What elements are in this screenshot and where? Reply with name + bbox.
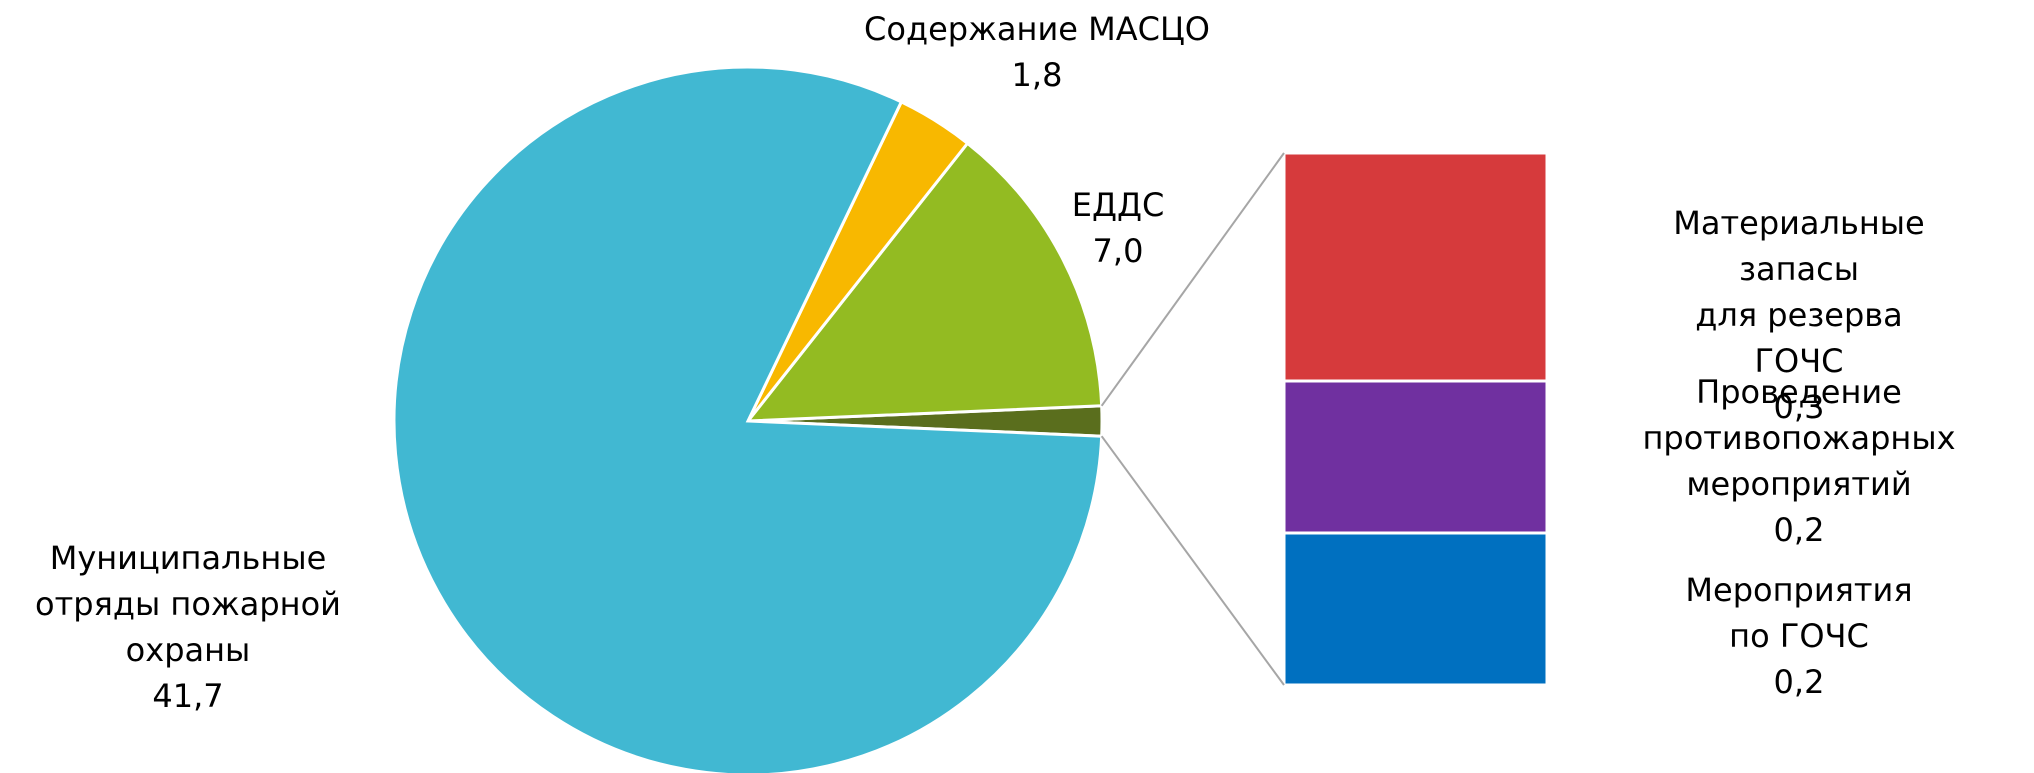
value-label: 0,2: [1773, 511, 1825, 549]
category-label: Материальные запасы для резерва ГОЧС: [1673, 204, 1925, 380]
value-label: 41,7: [152, 677, 224, 715]
connector-line: [1100, 152, 1285, 407]
pie-slice: [744, 141, 1104, 423]
data-label: Материальные запасы для резерва ГОЧС 0,3: [1673, 200, 1924, 430]
data-label: Содержание МАСЦО 1,8: [864, 6, 1210, 98]
data-label: Муниципальные отряды пожарной охраны 41,7: [35, 535, 341, 719]
category-label: Мероприятия по ГОЧС: [1685, 571, 1913, 655]
value-label: 0,2: [1773, 663, 1825, 701]
category-label: ЕДДС: [1071, 186, 1165, 224]
data-label: ЕДДС 7,0: [1072, 182, 1165, 274]
bar-segment: [1282, 151, 1549, 383]
data-label: Проведение противопожарных мероприятий 0,…: [1642, 369, 1955, 553]
category-label: Муниципальные отряды пожарной охраны: [35, 539, 341, 669]
bar-segment: [1282, 531, 1549, 687]
value-label: 1,8: [1011, 56, 1063, 94]
category-label: Проведение противопожарных мероприятий: [1642, 373, 1956, 503]
category-label: Содержание МАСЦО: [864, 10, 1210, 48]
data-label: Мероприятия по ГОЧС 0,2: [1682, 567, 1917, 705]
value-label: 7,0: [1092, 232, 1144, 270]
connector-line: [1100, 435, 1285, 686]
value-label: 0,3: [1773, 388, 1825, 426]
bar-segment: [1282, 379, 1549, 535]
pie-slice: [392, 65, 1104, 773]
